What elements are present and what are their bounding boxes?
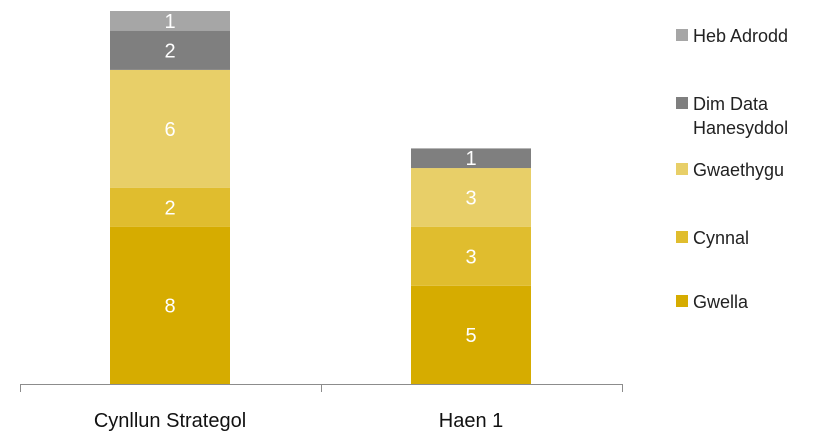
legend-swatch: [676, 97, 688, 109]
data-label: 5: [465, 325, 476, 347]
bar-segment-gwella: [411, 285, 531, 384]
data-label: 8: [164, 295, 175, 317]
legend-label: Gwaethygu: [693, 160, 785, 180]
legend-swatch: [676, 231, 688, 243]
legend-item: Gwaethygu: [676, 158, 833, 182]
legend-swatch: [676, 295, 688, 307]
bar-segment-cynnal: [110, 187, 230, 227]
bar-segment-dim-data: [110, 30, 230, 70]
legend-item: Gwella: [676, 290, 833, 314]
data-label: 1: [164, 11, 175, 33]
data-label: 3: [465, 246, 476, 268]
legend-label: Cynnal: [693, 228, 750, 248]
legend-item: Cynnal: [676, 226, 833, 250]
data-label: 1: [465, 148, 476, 170]
legend-label: Heb Adrodd: [693, 26, 789, 46]
bar-segment-gwella: [110, 226, 230, 384]
x-axis: Cynllun Strategol Haen 1: [20, 384, 623, 432]
bar-segment-gwaethygu: [110, 69, 230, 188]
bar-segment-cynnal: [411, 226, 531, 286]
legend-swatch: [676, 163, 688, 175]
x-tick-label: Haen 1: [439, 410, 504, 432]
legend-item: Heb Adrodd: [676, 24, 833, 48]
legend-label: Dim Data Hanesyddol: [693, 94, 789, 138]
bar-segment-gwaethygu: [411, 168, 531, 227]
bar-segment-heb-adrodd: [110, 11, 230, 31]
bars-layer: 8 2 6 2 1 5 3 3 1: [110, 11, 531, 384]
legend-swatch: [676, 29, 688, 41]
data-label: 3: [465, 188, 476, 210]
data-label: 6: [164, 119, 175, 141]
legend-label: Gwella: [693, 292, 749, 312]
bar-segment-dim-data: [411, 148, 531, 169]
x-tick-label: Cynllun Strategol: [94, 410, 246, 432]
legend: Heb Adrodd Dim Data Hanesyddol Gwaethygu Cy…: [676, 0, 837, 330]
legend-item: Dim Data Hanesyddol: [676, 92, 833, 140]
data-label: 2: [164, 40, 175, 62]
data-label: 2: [164, 197, 175, 219]
